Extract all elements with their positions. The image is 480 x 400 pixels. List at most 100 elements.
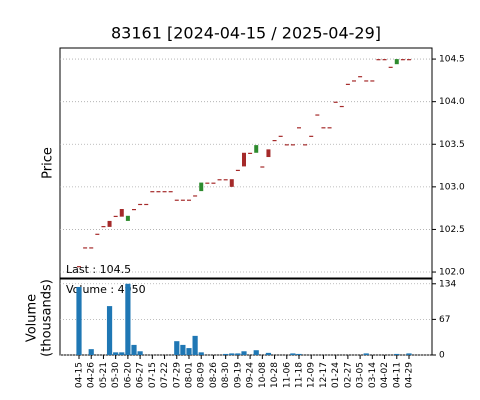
candle	[119, 209, 124, 217]
x-tick-label: 08-30	[221, 362, 231, 388]
x-tick-label: 04-11	[392, 362, 402, 388]
candle	[254, 145, 259, 153]
bar	[394, 353, 400, 355]
candle	[211, 182, 216, 184]
bar	[235, 353, 241, 355]
x-tick-label: 04-29	[405, 362, 415, 388]
candle	[321, 127, 326, 129]
x-tick-label: 04-02	[380, 362, 390, 388]
annotation: Last : 104.5	[66, 263, 131, 276]
bar	[363, 353, 369, 355]
bar	[198, 352, 204, 355]
candle	[309, 135, 314, 137]
candle	[95, 233, 100, 235]
x-tick-label: 12-09	[307, 362, 317, 388]
candle	[266, 149, 271, 158]
bar	[186, 348, 192, 355]
x-tick-label: 07-22	[160, 362, 170, 388]
candle	[407, 59, 411, 61]
y-tick-label: 104.0	[439, 97, 465, 107]
candle	[223, 179, 228, 181]
bar	[223, 353, 229, 355]
x-tick-label: 08-01	[185, 362, 195, 388]
candle	[156, 191, 161, 193]
candle	[339, 105, 344, 108]
candle	[333, 101, 338, 103]
candle	[138, 203, 143, 206]
y-tick-label: 102.0	[439, 268, 465, 278]
candle	[303, 144, 308, 146]
candle	[144, 203, 149, 206]
candle	[187, 199, 191, 201]
candle	[101, 226, 106, 228]
y-axis-label: (thousands)	[40, 279, 55, 357]
bar	[137, 351, 143, 355]
x-tick-label: 09-19	[233, 362, 243, 388]
candle	[394, 59, 399, 65]
x-tick-label: 03-05	[356, 362, 366, 388]
candle	[132, 209, 136, 211]
candle	[89, 247, 94, 249]
x-tick-label: 04-15	[75, 362, 85, 388]
y-tick-label: 134	[439, 279, 456, 289]
candle	[260, 166, 265, 168]
x-tick-label: 10-08	[258, 362, 268, 388]
x-tick-label: 05-21	[99, 362, 109, 388]
y-tick-label: 102.5	[439, 225, 465, 235]
y-tick-label: 103.5	[439, 140, 465, 150]
bar	[119, 352, 125, 355]
candle	[290, 144, 295, 146]
candle	[125, 215, 130, 221]
candle	[327, 127, 332, 129]
x-tick-label: 01-24	[331, 362, 341, 388]
candle	[162, 191, 167, 193]
chart-title: 83161 [2024-04-15 / 2025-04-29]	[111, 24, 381, 43]
bar	[406, 353, 412, 355]
x-tick-label: 06-27	[136, 362, 146, 388]
x-tick-label: 04-26	[87, 362, 97, 388]
bar	[253, 350, 259, 355]
candle	[107, 220, 112, 227]
y-tick-label: 103.0	[439, 182, 465, 192]
x-tick-label: 12-17	[319, 362, 329, 388]
candle	[358, 76, 363, 78]
candle	[235, 169, 240, 172]
candle	[352, 80, 356, 82]
y-tick-label: 67	[439, 315, 450, 325]
candle	[193, 195, 198, 197]
bar	[88, 349, 94, 355]
bar	[290, 353, 296, 355]
y-axis-label: Price	[41, 147, 56, 179]
x-tick-label: 10-28	[270, 362, 280, 388]
y-tick-label: 104.5	[439, 55, 465, 65]
bar	[131, 344, 137, 355]
x-tick-label: 07-29	[172, 362, 182, 388]
price-frame	[59, 47, 433, 279]
bar	[229, 353, 235, 355]
bar	[265, 352, 272, 355]
bar	[76, 286, 82, 355]
x-tick-label: 09-24	[246, 362, 256, 388]
bar	[180, 344, 186, 355]
candle	[382, 59, 387, 61]
candle	[150, 191, 155, 193]
x-tick-label: 02-27	[343, 362, 353, 388]
x-tick-label: 03-14	[368, 362, 378, 388]
candle	[168, 191, 173, 193]
candle	[242, 152, 246, 167]
y-tick-label: 0	[439, 351, 445, 361]
bar	[296, 353, 302, 355]
bar	[125, 283, 131, 355]
bar	[241, 351, 247, 355]
x-tick-label: 05-30	[111, 362, 121, 388]
candle	[376, 59, 381, 61]
x-tick-label: 07-15	[148, 362, 158, 388]
candle	[217, 179, 222, 181]
bar	[113, 352, 119, 355]
x-tick-label: 11-18	[295, 362, 305, 388]
candle	[284, 144, 289, 146]
candle	[388, 66, 393, 68]
bar	[174, 341, 180, 355]
